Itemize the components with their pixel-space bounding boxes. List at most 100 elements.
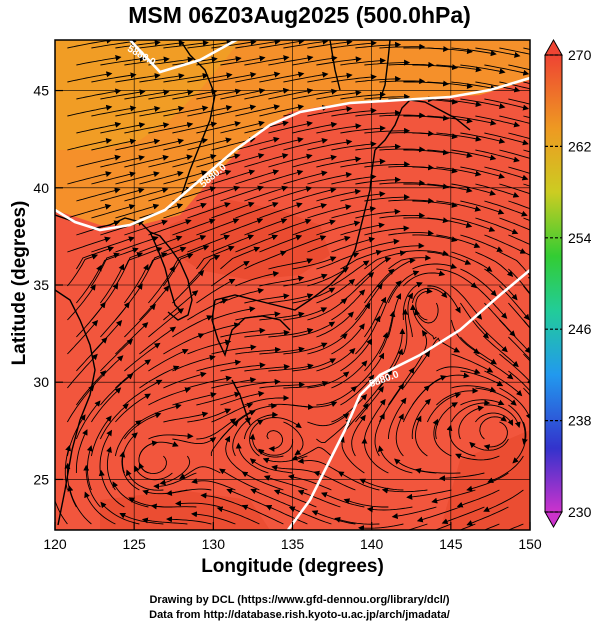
streamline [508, 404, 528, 445]
streamline [148, 89, 194, 100]
streamline [268, 258, 314, 270]
streamline [379, 78, 426, 85]
streamline [508, 370, 530, 392]
streamline [427, 149, 473, 159]
streamline [508, 268, 530, 295]
streamline [67, 485, 92, 525]
streamline [451, 149, 497, 161]
streamline [91, 252, 120, 287]
streamline [175, 500, 221, 508]
x-tick-label: 125 [122, 536, 146, 552]
streamline [76, 88, 122, 100]
streamline [91, 204, 136, 219]
streamline [292, 154, 337, 168]
streamline [387, 397, 407, 440]
streamline [484, 200, 528, 217]
streamline [412, 132, 458, 140]
streamline [67, 203, 112, 219]
streamline [388, 254, 432, 270]
streamline [355, 256, 392, 287]
streamline [249, 433, 284, 458]
streamline [83, 464, 101, 508]
streamline [484, 234, 527, 254]
streamline [283, 170, 328, 185]
streamline [311, 510, 356, 525]
streamline [134, 465, 173, 481]
streamline [359, 478, 404, 491]
streamline [316, 123, 362, 134]
streamline [211, 201, 255, 219]
streamline [427, 47, 473, 55]
streamline [435, 402, 458, 440]
streamline [67, 353, 98, 389]
streamline [268, 186, 313, 202]
streamline [499, 387, 530, 420]
streamline [220, 218, 264, 236]
streamline [355, 176, 401, 185]
streamline [115, 393, 151, 423]
streamline [451, 115, 497, 126]
drawing-credit: Drawing by DCL (https://www.gfd-dennou.o… [149, 594, 450, 606]
streamline [364, 225, 410, 236]
chart-title: MSM 06Z03Aug2025 (500.0hPa) [128, 2, 471, 28]
streamline [364, 127, 411, 134]
streamline [499, 251, 530, 281]
streamline [100, 187, 145, 202]
streamline [76, 187, 121, 202]
colorbar-tick-label: 262 [568, 138, 592, 154]
streamline [124, 342, 161, 372]
streamline [283, 342, 328, 355]
streamline [211, 40, 257, 49]
streamline [163, 333, 205, 355]
streamline [196, 185, 240, 202]
streamline [119, 512, 164, 525]
streamline [259, 169, 304, 185]
streamline [364, 331, 389, 372]
x-tick-label: 135 [281, 536, 305, 552]
streamline [76, 264, 102, 304]
streamline [148, 387, 192, 406]
streamline [283, 40, 329, 49]
streamline [407, 292, 414, 338]
streamline [455, 453, 500, 461]
streamline [451, 399, 491, 423]
streamline [331, 236, 376, 253]
streamline [138, 440, 159, 474]
streamline [475, 353, 514, 380]
streamline [292, 321, 336, 338]
streamline [459, 523, 476, 530]
streamline [76, 154, 121, 168]
streamline [115, 73, 161, 83]
streamline [460, 132, 506, 144]
streamline [244, 87, 290, 100]
streamline [91, 72, 137, 83]
streamline [187, 339, 232, 355]
streamline [196, 391, 241, 406]
streamline [307, 204, 352, 219]
streamline [331, 141, 377, 151]
streamline [406, 489, 452, 500]
streamline [460, 336, 497, 365]
streamline [150, 503, 197, 510]
streamline [259, 234, 303, 253]
streamline [235, 442, 269, 474]
streamline [316, 418, 352, 444]
streamline [76, 55, 122, 66]
streamline [211, 306, 256, 321]
streamline [187, 169, 232, 185]
streamline [487, 455, 524, 483]
streamline [450, 319, 480, 355]
streamline [427, 183, 473, 193]
streamline [414, 302, 439, 324]
streamline [122, 432, 138, 474]
streamline [224, 435, 245, 474]
streamline [244, 218, 288, 236]
streamline [148, 349, 189, 372]
streamline [512, 421, 527, 464]
streamline [67, 254, 99, 287]
streamline [379, 146, 426, 153]
streamline [416, 506, 461, 523]
streamline [266, 430, 283, 452]
streamline [124, 187, 169, 202]
streamline [148, 56, 194, 66]
